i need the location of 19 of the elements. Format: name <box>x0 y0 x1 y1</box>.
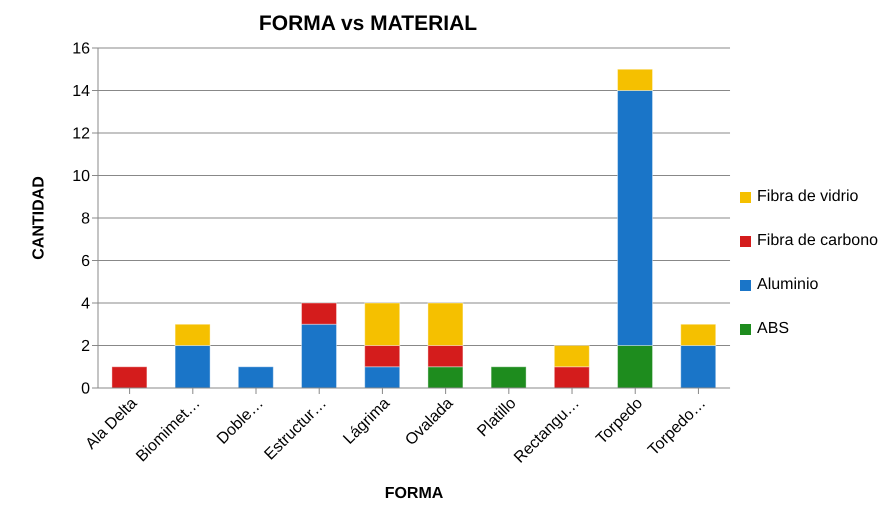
y-tick-label: 14 <box>72 83 90 100</box>
legend-label: Fibra de carbono <box>757 232 878 250</box>
legend-label: Fibra de vidrio <box>757 188 858 206</box>
legend-label: Aluminio <box>757 276 818 294</box>
bar <box>111 366 148 388</box>
bar <box>490 366 527 388</box>
y-tick-label: 2 <box>81 338 90 356</box>
y-tick-label: 10 <box>72 168 90 186</box>
x-axis-title: FORMA <box>384 485 444 502</box>
y-axis-title: CANTIDAD <box>30 176 48 260</box>
legend-label: ABS <box>757 320 790 338</box>
bar <box>238 366 274 388</box>
chart-title: FORMA vs MATERIAL <box>258 12 478 36</box>
y-tick-label: 12 <box>72 126 90 143</box>
y-tick-label: 0 <box>81 380 90 398</box>
y-tick-label: 16 <box>72 40 90 58</box>
y-tick-label: 6 <box>81 253 90 270</box>
y-tick-label: 8 <box>81 210 90 228</box>
y-tick-label: 4 <box>81 296 90 313</box>
